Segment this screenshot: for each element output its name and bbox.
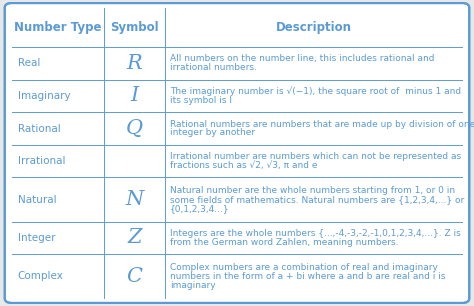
Text: Z: Z	[128, 228, 142, 248]
Text: Natural number are the whole numbers starting from 1, or 0 in: Natural number are the whole numbers sta…	[170, 186, 455, 195]
Text: some fields of mathematics. Natural numbers are {1,2,3,4,...} or: some fields of mathematics. Natural numb…	[170, 195, 464, 204]
Text: I: I	[130, 86, 139, 105]
Text: Real: Real	[18, 58, 40, 68]
Text: N: N	[126, 190, 144, 209]
Text: Q: Q	[126, 119, 143, 138]
FancyBboxPatch shape	[5, 3, 469, 303]
Text: Integers are the whole numbers {...,-4,-3,-2,-1,0,1,2,3,4,...}. Z is: Integers are the whole numbers {...,-4,-…	[170, 229, 460, 238]
Text: {0,1,2,3,4...}: {0,1,2,3,4...}	[170, 204, 229, 213]
Text: C: C	[127, 267, 143, 286]
Text: numbers in the form of a + bi where a and b are real and i is: numbers in the form of a + bi where a an…	[170, 272, 445, 281]
Text: irrational numbers.: irrational numbers.	[170, 63, 256, 72]
Text: Complex: Complex	[18, 271, 64, 281]
Text: Imaginary: Imaginary	[18, 91, 70, 101]
Text: imaginary: imaginary	[170, 281, 215, 289]
Text: All numbers on the number line, this includes rational and: All numbers on the number line, this inc…	[170, 54, 434, 63]
Text: Rational: Rational	[18, 124, 60, 133]
Text: Symbol: Symbol	[110, 21, 159, 34]
Text: from the German word Zahlen, meaning numbers.: from the German word Zahlen, meaning num…	[170, 238, 398, 247]
Text: Irrational: Irrational	[18, 156, 65, 166]
Text: Natural: Natural	[18, 195, 56, 204]
Text: The imaginary number is √(−1), the square root of  minus 1 and: The imaginary number is √(−1), the squar…	[170, 87, 461, 96]
Text: Number Type: Number Type	[14, 21, 102, 34]
Text: Integer: Integer	[18, 233, 55, 243]
Text: Complex numbers are a combination of real and imaginary: Complex numbers are a combination of rea…	[170, 263, 438, 272]
Text: fractions such as √2, √3, π and e: fractions such as √2, √3, π and e	[170, 161, 317, 170]
Text: integer by another: integer by another	[170, 129, 255, 137]
Text: Irrational number are numbers which can not be represented as: Irrational number are numbers which can …	[170, 152, 461, 161]
Text: Rational numbers are numbers that are made up by division of one: Rational numbers are numbers that are ma…	[170, 120, 474, 129]
Text: its symbol is I: its symbol is I	[170, 96, 232, 105]
Text: Description: Description	[275, 21, 352, 34]
Text: R: R	[127, 54, 142, 73]
